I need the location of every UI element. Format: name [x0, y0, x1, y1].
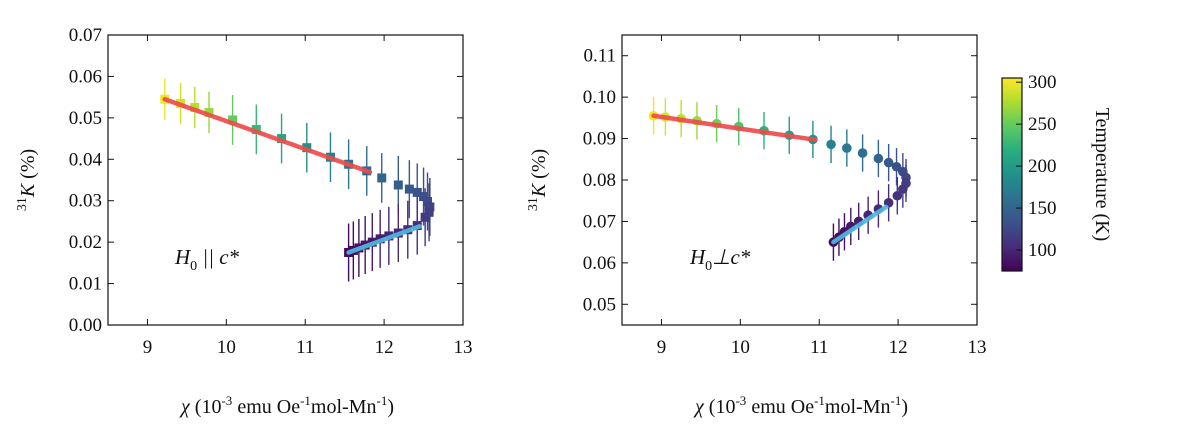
colorbar-tick-label: 250 — [1028, 114, 1057, 135]
y-tick-label: 0.08 — [583, 170, 616, 191]
data-point — [892, 190, 903, 201]
data-point — [228, 115, 238, 125]
x-tick-label: 11 — [810, 337, 828, 358]
y-tick-label: 0.00 — [69, 315, 102, 336]
x-tick-label: 13 — [454, 337, 473, 358]
data-point — [842, 143, 852, 153]
data-point — [419, 192, 429, 202]
data-point — [412, 187, 422, 197]
y-tick-label: 0.10 — [583, 87, 616, 108]
fit-line-high-temperature — [162, 96, 373, 175]
x-tick-label: 9 — [657, 337, 667, 358]
y-tick-label: 0.06 — [583, 253, 616, 274]
x-tick-label: 9 — [143, 337, 153, 358]
data-point — [425, 202, 435, 212]
y-tick-label: 0.07 — [69, 25, 102, 46]
y-tick-label: 0.07 — [583, 211, 616, 232]
colorbar: 100 150 200 250 300 Temperature (K) — [1001, 72, 1113, 272]
fit-line-high-temperature — [651, 113, 818, 143]
x-ticks: 9 10 11 12 13 — [657, 35, 987, 358]
data-point — [857, 148, 868, 158]
x-axis-label: χ (10-3 emu Oe-1mol-Mn-1) — [693, 393, 908, 418]
fit-line-low-temperature — [831, 204, 889, 245]
y-axis-label: 31K (%) — [15, 149, 39, 211]
colorbar-tick-label: 150 — [1028, 198, 1057, 219]
data-point — [393, 180, 403, 190]
y-axis-label: 31K (%) — [526, 149, 550, 211]
y-tick-label: 0.11 — [583, 46, 616, 67]
data-point — [898, 184, 908, 194]
field-orientation-annotation: H0⊥c* — [689, 245, 751, 274]
y-tick-label: 0.01 — [69, 274, 102, 295]
y-tick-label: 0.06 — [69, 66, 102, 87]
colorbar-tick-label: 100 — [1028, 240, 1057, 261]
data-point — [420, 212, 430, 222]
data-points — [648, 110, 911, 247]
data-point — [883, 157, 894, 168]
y-tick-label: 0.03 — [69, 191, 102, 212]
x-ticks: 9 10 11 12 13 — [143, 35, 473, 358]
chart-panel-right: 9 10 11 12 13 0.05 0.06 0.07 0.08 0.09 0.10 0.11 H0⊥… — [526, 34, 987, 418]
fit-line-low-temperature — [346, 224, 422, 255]
x-axis-label: χ (10-3 emu Oe-1mol-Mn-1) — [179, 393, 394, 418]
y-tick-label: 0.09 — [583, 129, 616, 150]
data-point — [423, 197, 432, 207]
colorbar-tick-label: 300 — [1028, 72, 1057, 93]
colorbar-gradient — [1001, 77, 1023, 272]
plot-frame — [621, 34, 978, 326]
x-tick-label: 11 — [296, 337, 314, 358]
x-tick-label: 12 — [375, 337, 394, 358]
y-tick-label: 0.02 — [69, 232, 102, 253]
data-point — [404, 184, 414, 194]
y-tick-label: 0.05 — [69, 108, 102, 129]
y-tick-label: 0.04 — [69, 149, 103, 170]
x-tick-label: 13 — [968, 337, 987, 358]
x-tick-label: 10 — [217, 337, 236, 358]
data-points — [160, 94, 435, 257]
y-ticks: 0.05 0.06 0.07 0.08 0.09 0.10 0.11 — [583, 46, 977, 315]
chart-panel-left: 9 10 11 12 130.000.010.020.030.040.050.060.0… — [15, 25, 473, 418]
y-ticks: 0.00 0.01 0.02 0.03 0.04 0.05 0.06 0.07 — [69, 25, 463, 336]
data-point — [873, 153, 884, 164]
x-tick-label: 10 — [731, 337, 750, 358]
colorbar-label: Temperature (K) — [1091, 108, 1113, 242]
data-point — [377, 173, 387, 183]
colorbar-tick-label: 200 — [1028, 156, 1057, 177]
plot-frame — [107, 34, 464, 326]
y-tick-label: 0.05 — [583, 294, 616, 315]
data-point — [204, 107, 214, 117]
field-orientation-annotation: H0 || c* — [174, 245, 240, 274]
data-point — [826, 139, 836, 150]
x-tick-label: 12 — [889, 337, 908, 358]
data-point — [424, 207, 434, 217]
